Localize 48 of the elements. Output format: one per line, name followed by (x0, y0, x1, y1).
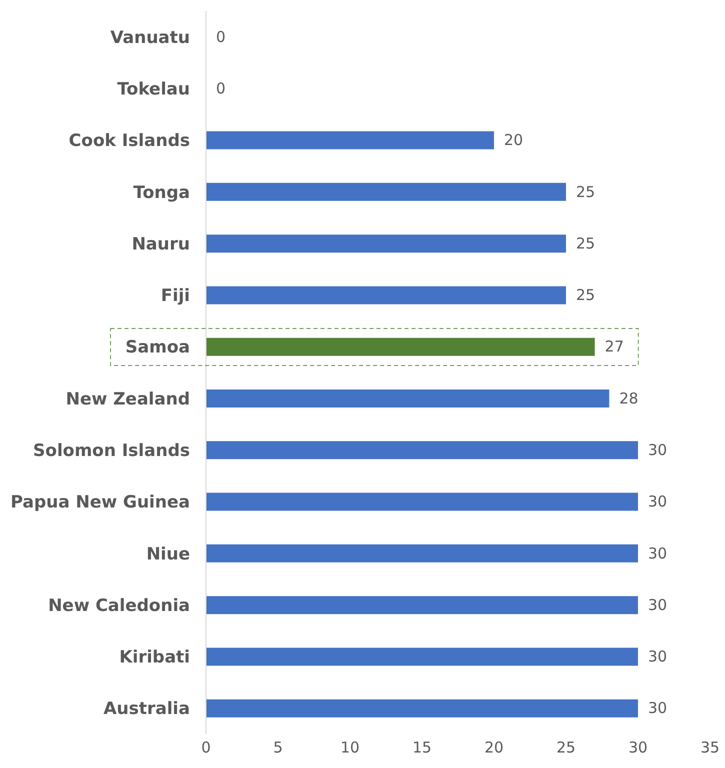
y-tick-label: New Caledonia (48, 596, 190, 616)
data-label: 30 (648, 492, 668, 511)
x-tick-label: 15 (412, 738, 432, 757)
y-tick-label: Kiribati (119, 648, 190, 668)
y-tick-label: Niue (146, 544, 190, 564)
y-tick-label: Tonga (133, 182, 190, 203)
bar (206, 182, 566, 201)
data-label: 25 (576, 286, 596, 304)
bar (206, 492, 638, 511)
data-label: 27 (604, 338, 624, 356)
bar (206, 441, 638, 460)
data-label: 30 (648, 699, 668, 718)
y-tick-label: Nauru (132, 234, 190, 254)
y-tick-label: Samoa (125, 338, 190, 358)
data-label: 20 (504, 131, 524, 150)
bar (206, 286, 566, 304)
y-tick-label: Solomon Islands (33, 441, 190, 461)
bar (206, 234, 566, 253)
bar (206, 131, 494, 150)
x-tick-label: 5 (273, 738, 283, 757)
x-tick-label: 35 (700, 738, 720, 757)
data-label: 0 (216, 28, 226, 46)
y-tick-label: Vanuatu (110, 28, 190, 48)
bar (206, 390, 610, 408)
data-label: 30 (648, 440, 668, 459)
x-tick-label: 30 (628, 738, 648, 757)
y-tick-label: Tokelau (117, 80, 190, 100)
bar (206, 544, 638, 562)
data-label: 30 (648, 648, 668, 666)
bar (206, 699, 638, 718)
x-tick-label: 0 (201, 738, 211, 757)
y-tick-label: Australia (104, 699, 190, 720)
x-tick-label: 25 (556, 738, 576, 757)
y-tick-label: Cook Islands (68, 131, 190, 152)
data-label: 0 (216, 79, 226, 98)
y-tick-label: Papua New Guinea (10, 492, 190, 513)
x-tick-label: 20 (484, 738, 504, 757)
x-tick-label: 10 (340, 738, 360, 757)
data-label: 28 (619, 389, 638, 408)
data-label: 25 (576, 182, 596, 201)
bar (206, 596, 638, 614)
bar (206, 338, 595, 356)
bar (206, 648, 638, 666)
data-label: 25 (576, 234, 596, 252)
data-label: 30 (648, 544, 668, 562)
y-tick-label: New Zealand (66, 389, 190, 410)
data-label: 30 (648, 596, 668, 614)
y-tick-label: Fiji (160, 286, 190, 306)
